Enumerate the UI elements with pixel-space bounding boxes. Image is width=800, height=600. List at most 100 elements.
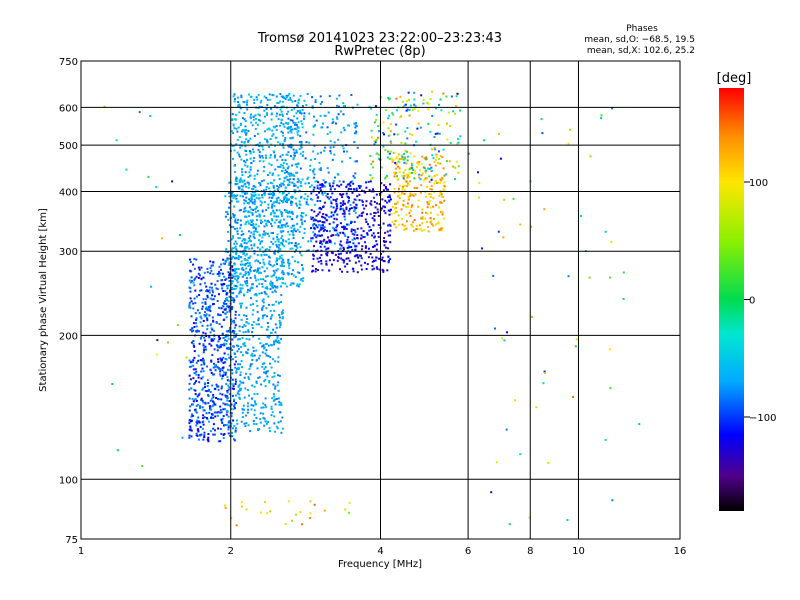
data-point	[248, 183, 251, 186]
data-point	[353, 220, 356, 223]
data-point	[346, 270, 349, 273]
data-point	[369, 178, 372, 181]
data-point	[481, 247, 483, 250]
data-point	[405, 162, 408, 165]
data-point	[273, 156, 276, 159]
data-point	[246, 202, 249, 204]
data-point	[216, 300, 219, 302]
data-point	[276, 199, 279, 202]
data-point	[287, 258, 290, 261]
data-point	[348, 212, 351, 215]
data-point	[271, 376, 274, 379]
data-point	[218, 346, 221, 349]
y-tick-label: 600	[59, 103, 78, 114]
data-point	[210, 408, 213, 411]
data-point	[255, 279, 258, 282]
data-point	[240, 346, 243, 348]
data-point	[336, 184, 339, 187]
data-point	[273, 375, 276, 378]
data-point	[208, 336, 211, 339]
data-point	[273, 252, 276, 255]
data-point	[240, 122, 242, 125]
data-point	[261, 196, 264, 199]
data-point	[192, 377, 195, 380]
data-point	[567, 142, 570, 145]
data-point	[213, 403, 216, 405]
x-tick-label: 6	[465, 546, 471, 557]
data-point	[272, 192, 275, 195]
data-point	[290, 210, 293, 213]
data-point	[275, 269, 278, 272]
data-point	[233, 439, 236, 442]
data-point	[418, 176, 421, 179]
data-point	[263, 115, 266, 118]
data-point	[233, 195, 236, 198]
data-point	[219, 428, 222, 430]
data-point	[353, 209, 356, 212]
data-point	[249, 116, 252, 119]
data-point	[387, 247, 389, 250]
data-point	[249, 152, 252, 155]
data-point	[240, 304, 243, 307]
data-point	[228, 261, 231, 264]
data-point	[213, 387, 216, 390]
data-point	[234, 356, 237, 359]
data-point	[391, 112, 394, 115]
data-point	[282, 230, 285, 233]
data-point	[287, 242, 290, 245]
data-point	[220, 283, 223, 286]
data-point	[233, 321, 236, 324]
data-point	[265, 186, 268, 188]
data-point	[309, 512, 312, 515]
data-point	[457, 138, 460, 141]
data-point	[338, 94, 341, 97]
data-point	[293, 115, 296, 118]
data-point	[245, 337, 248, 340]
data-point	[423, 157, 426, 160]
data-point	[406, 176, 409, 179]
data-point	[439, 98, 442, 101]
data-point	[198, 268, 201, 271]
data-point	[280, 130, 283, 133]
data-point	[287, 110, 290, 113]
data-point	[233, 332, 236, 335]
data-point	[291, 181, 294, 184]
data-point	[269, 280, 272, 283]
data-point	[312, 254, 315, 257]
data-point	[251, 213, 254, 216]
data-point	[234, 257, 237, 260]
data-point	[333, 229, 336, 232]
data-point	[234, 240, 237, 243]
data-point	[401, 156, 404, 158]
data-point	[389, 196, 391, 199]
data-point	[232, 251, 235, 253]
data-point	[406, 159, 409, 162]
data-point	[333, 242, 336, 245]
data-point	[610, 240, 613, 243]
data-point	[272, 150, 275, 153]
data-point	[218, 270, 220, 273]
data-point	[359, 185, 362, 188]
data-point	[234, 179, 237, 182]
data-point	[248, 171, 251, 174]
data-point	[296, 186, 299, 189]
data-point	[244, 254, 247, 257]
data-point	[388, 97, 391, 100]
data-point	[434, 159, 437, 162]
data-point	[391, 220, 394, 223]
data-point	[290, 109, 293, 111]
data-point	[246, 318, 249, 320]
data-point	[229, 434, 232, 437]
data-point	[371, 160, 374, 163]
data-point	[329, 196, 332, 199]
data-point	[410, 223, 413, 226]
data-point	[269, 317, 272, 320]
data-point	[400, 141, 403, 144]
data-point	[239, 287, 242, 290]
data-point	[248, 230, 250, 233]
data-point	[234, 326, 236, 329]
data-point	[283, 196, 285, 199]
data-point	[271, 286, 274, 289]
data-point	[256, 173, 259, 176]
data-point	[282, 114, 284, 117]
